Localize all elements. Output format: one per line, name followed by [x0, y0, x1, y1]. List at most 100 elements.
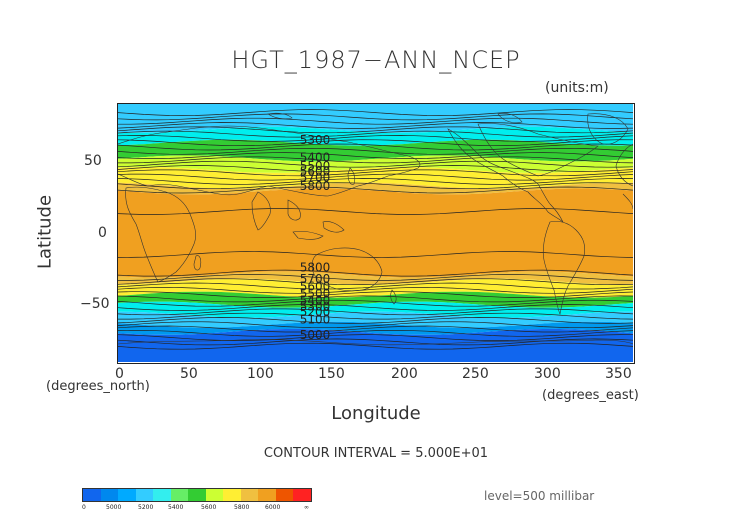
contour-line [118, 117, 633, 125]
colorbar-swatch-9 [240, 489, 259, 501]
plot-frame [117, 103, 635, 364]
contour-line [118, 330, 633, 337]
y-tick-0: 0 [98, 225, 107, 241]
contour-label-7: 5700 [300, 272, 331, 286]
contour-line [118, 321, 633, 329]
x-tick-100: 100 [247, 366, 274, 382]
contour-line [118, 126, 633, 134]
contour-line [118, 165, 633, 172]
contour-line [118, 342, 633, 350]
contour-line [118, 282, 633, 290]
contour-label-5: 5800 [300, 179, 331, 193]
chart-title: HGT_1987−ANN_NCEP [231, 46, 521, 74]
colorbar-swatch-7 [205, 489, 224, 501]
colorbar-swatch-3 [135, 489, 154, 501]
map-plot-area: 5300 5400 5500 5600 5700 5800 5800 5700 5600 5500… [118, 104, 633, 362]
contour-line [118, 269, 633, 277]
colorbar-swatch-2 [118, 489, 136, 501]
contour-line [118, 139, 633, 147]
contour-line [118, 312, 633, 320]
contour-line [118, 274, 633, 281]
contour-line [118, 173, 633, 181]
contour-band-9 [118, 291, 633, 308]
contour-band-1 [118, 126, 633, 146]
contour-line [118, 325, 633, 333]
contour-band-4 [118, 166, 633, 189]
contour-line [118, 109, 633, 116]
contour-label-14: 5000 [300, 328, 331, 342]
coastlines [118, 112, 633, 346]
contour-line [118, 286, 633, 294]
contour-label-3: 5600 [300, 165, 331, 179]
contour-label-4: 5700 [300, 170, 331, 184]
colorbar-swatch-6 [188, 489, 206, 501]
contour-line [118, 178, 633, 185]
contour-lines [118, 109, 633, 350]
x-tick-250: 250 [462, 366, 489, 382]
contour-band-0 [118, 104, 633, 133]
contour-line [118, 143, 633, 151]
colorbar-tick-label-5: 5800 [234, 504, 250, 511]
contour-line [118, 291, 633, 298]
contour-line [118, 334, 633, 341]
colorbar-tick-label-3: 5400 [168, 504, 184, 511]
contour-line [118, 251, 633, 258]
contour-label-1: 5400 [300, 150, 331, 164]
contour-line [118, 182, 633, 190]
x-tick-0: 0 [115, 366, 124, 382]
x-tick-200: 200 [391, 366, 418, 382]
colorbar-swatch-8 [223, 489, 241, 501]
contour-label-9: 5500 [300, 287, 331, 301]
contour-line [118, 147, 633, 155]
contour-line [118, 135, 633, 142]
contour-band-6 [118, 188, 633, 278]
x-tick-150: 150 [318, 366, 345, 382]
contour-band-2 [118, 139, 633, 162]
contour-line [118, 130, 633, 138]
colorbar-swatch-4 [153, 489, 171, 501]
y-axis-title: Latitude [34, 194, 56, 270]
colorbar-swatch-12 [293, 489, 311, 501]
contour-band-12 [118, 321, 633, 335]
contour-band-10 [118, 301, 633, 318]
contour-label-11: 5300 [300, 299, 331, 313]
y-tick-minus50: −50 [80, 296, 110, 312]
contour-label-10: 5400 [300, 294, 331, 308]
x-unit-label: (degrees_east) [542, 388, 639, 403]
contour-line [118, 186, 633, 194]
contour-label-0: 5300 [300, 133, 331, 147]
contour-line [118, 304, 633, 311]
y-tick-50: 50 [84, 153, 102, 169]
contour-line [118, 208, 633, 215]
contour-line [118, 156, 633, 164]
contour-label-13: 5100 [300, 312, 331, 326]
contour-label-6: 5800 [300, 261, 331, 275]
colorbar-swatch-0 [83, 489, 101, 501]
contour-line [118, 113, 633, 121]
colorbar-tick-label-7: ∞ [304, 504, 309, 511]
contour-line [118, 278, 633, 286]
contour-label-8: 5600 [300, 279, 331, 293]
x-axis-title: Longitude [331, 403, 421, 424]
x-tick-300: 300 [534, 366, 561, 382]
level-label: level=500 millibar [484, 489, 595, 503]
colorbar-tick-label-0: 0 [82, 504, 86, 511]
contour-line [118, 295, 633, 303]
contour-labels: 5300540055005600570058005800570056005500… [300, 133, 331, 342]
contour-label-2: 5500 [300, 159, 331, 173]
contour-line [118, 160, 633, 168]
x-tick-350: 350 [605, 366, 632, 382]
contour-band-7 [118, 271, 633, 285]
contour-line [118, 308, 633, 316]
colorbar-swatch-11 [275, 489, 294, 501]
contour-band-13 [118, 328, 633, 362]
contour-line [118, 122, 633, 129]
colorbar [82, 488, 312, 502]
colorbar-swatch-10 [258, 489, 276, 501]
contour-label-12: 5200 [300, 305, 331, 319]
colorbar-swatch-1 [100, 489, 119, 501]
contour-interval-label: CONTOUR INTERVAL = 5.000E+01 [263, 446, 489, 461]
colorbar-tick-label-4: 5600 [201, 504, 217, 511]
contour-band-5 [118, 182, 633, 195]
contour-band-8 [118, 278, 633, 298]
